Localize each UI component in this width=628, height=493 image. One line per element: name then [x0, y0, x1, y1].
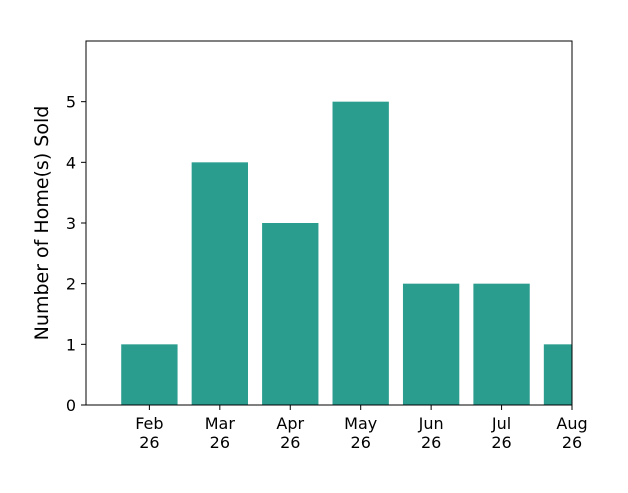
x-tick-label: Jun 26	[418, 414, 444, 452]
y-tick-label: 1	[66, 335, 76, 354]
y-tick-label: 3	[66, 214, 76, 233]
y-tick-label: 0	[66, 396, 76, 415]
y-tick-label: 4	[66, 153, 76, 172]
x-tick-label: May 26	[344, 414, 377, 452]
y-tick-label: 5	[66, 93, 76, 112]
bar-feb-26	[121, 344, 178, 405]
x-tick-label: Mar 26	[205, 414, 236, 452]
bar-jul-26	[473, 283, 530, 405]
y-axis-label: Number of Home(s) Sold	[31, 106, 53, 341]
x-axis-ticks: Feb 26 Mar 26 Apr 26 May 26 Jun 26 Jul 26 Aug 26	[135, 405, 588, 452]
x-tick-label: Apr 26	[276, 414, 304, 452]
bar-apr-26	[262, 223, 319, 405]
bar-may-26	[332, 101, 389, 405]
x-tick-label: Aug 26	[556, 414, 587, 452]
plot-frame	[85, 40, 573, 406]
bar-mar-26	[191, 162, 248, 405]
x-tick-label: Jul 26	[491, 414, 512, 452]
y-tick-label: 2	[66, 275, 76, 294]
y-axis-ticks: 0 1 2 3 4 5	[66, 93, 86, 415]
bars-group	[121, 101, 572, 405]
x-tick-label: Feb 26	[135, 414, 163, 452]
bar-jun-26	[402, 283, 460, 405]
bar-aug-26	[543, 344, 572, 405]
